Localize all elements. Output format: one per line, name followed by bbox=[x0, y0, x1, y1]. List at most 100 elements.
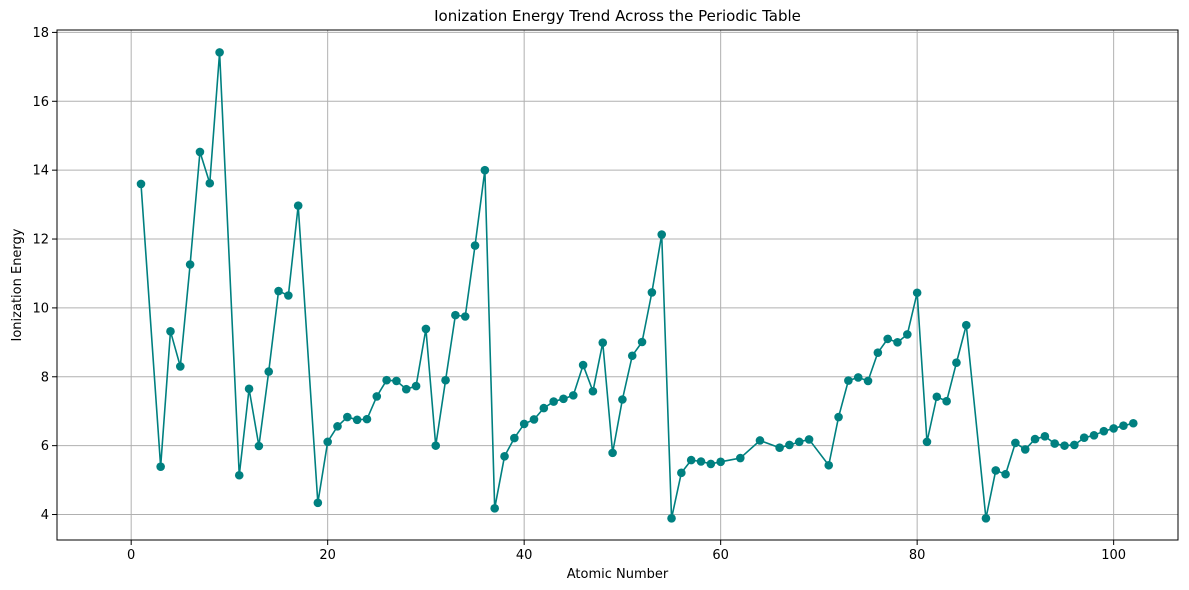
y-axis-title: Ionization Energy bbox=[10, 228, 25, 341]
x-tick-label: 100 bbox=[1101, 548, 1126, 563]
x-tick-label: 0 bbox=[127, 548, 135, 563]
y-tick-label: 12 bbox=[32, 233, 49, 248]
data-point bbox=[510, 433, 519, 443]
data-point bbox=[559, 394, 568, 404]
data-point bbox=[618, 395, 627, 404]
data-point bbox=[460, 312, 470, 321]
axis-ticks: 0 20 40 60 80 100 4 6 8 10 12 14 16 18 bbox=[32, 26, 1126, 563]
data-point bbox=[441, 375, 450, 385]
data-point bbox=[608, 448, 617, 458]
data-point bbox=[480, 165, 490, 175]
x-axis-title: Atomic Number bbox=[567, 567, 669, 582]
data-point bbox=[1020, 445, 1030, 454]
data-point bbox=[500, 452, 509, 461]
series-layer bbox=[136, 48, 1138, 523]
data-point bbox=[696, 457, 706, 466]
data-point bbox=[716, 457, 725, 467]
data-point bbox=[284, 291, 293, 300]
data-point bbox=[627, 351, 637, 361]
data-point bbox=[578, 360, 588, 370]
x-tick-label: 40 bbox=[516, 548, 533, 563]
data-point bbox=[1011, 438, 1020, 448]
data-point bbox=[519, 419, 529, 429]
data-point bbox=[1030, 434, 1040, 444]
data-point bbox=[755, 436, 765, 445]
data-point bbox=[981, 514, 991, 523]
y-tick-label: 6 bbox=[41, 439, 49, 454]
data-point bbox=[794, 437, 804, 447]
data-point bbox=[853, 373, 863, 382]
data-point bbox=[942, 396, 951, 406]
data-point bbox=[1040, 432, 1050, 441]
plot-area-frame bbox=[56, 29, 1179, 541]
data-point bbox=[1129, 418, 1138, 428]
y-tick-label: 18 bbox=[32, 26, 49, 41]
data-point bbox=[568, 391, 578, 400]
data-point bbox=[1079, 433, 1089, 443]
data-point bbox=[549, 397, 558, 406]
data-point bbox=[470, 241, 480, 250]
data-point bbox=[912, 288, 922, 298]
data-point bbox=[185, 260, 195, 269]
chart-title: Ionization Energy Trend Across the Perio… bbox=[434, 7, 801, 25]
data-point bbox=[313, 498, 323, 508]
data-point bbox=[490, 504, 499, 513]
data-point bbox=[274, 286, 283, 296]
grid-lines bbox=[57, 30, 1178, 540]
data-point bbox=[952, 358, 961, 367]
data-point bbox=[637, 337, 647, 347]
data-point bbox=[156, 462, 165, 471]
data-point bbox=[411, 381, 421, 391]
data-point bbox=[677, 468, 686, 478]
data-point bbox=[804, 435, 814, 444]
data-point bbox=[539, 403, 549, 413]
x-tick-label: 80 bbox=[909, 548, 926, 563]
data-point bbox=[176, 362, 185, 371]
data-point bbox=[922, 437, 932, 447]
data-point bbox=[1070, 440, 1079, 450]
data-point bbox=[873, 348, 883, 357]
data-point bbox=[785, 440, 794, 450]
data-point bbox=[647, 288, 657, 297]
data-point bbox=[1109, 424, 1118, 433]
y-tick-label: 8 bbox=[41, 370, 49, 385]
data-point bbox=[343, 412, 352, 422]
data-point bbox=[588, 386, 598, 396]
data-point bbox=[1089, 431, 1099, 440]
data-point bbox=[1060, 441, 1069, 450]
data-point bbox=[844, 376, 853, 385]
data-point bbox=[451, 310, 460, 320]
data-point bbox=[254, 441, 264, 451]
data-point bbox=[991, 466, 1001, 475]
y-tick-label: 14 bbox=[32, 164, 49, 179]
data-point bbox=[205, 178, 215, 188]
data-point bbox=[431, 441, 441, 450]
series-line bbox=[140, 51, 1134, 520]
data-point bbox=[372, 392, 382, 401]
data-point bbox=[903, 330, 912, 339]
data-point bbox=[863, 376, 873, 386]
data-point bbox=[834, 412, 843, 422]
y-tick-label: 4 bbox=[41, 508, 49, 523]
data-point bbox=[1050, 439, 1059, 448]
data-point bbox=[421, 324, 431, 334]
data-point bbox=[1099, 426, 1109, 436]
data-point bbox=[234, 470, 244, 480]
data-point bbox=[529, 415, 539, 424]
x-tick-label: 20 bbox=[319, 548, 336, 563]
data-point bbox=[392, 376, 401, 386]
data-point bbox=[686, 455, 696, 465]
y-tick-label: 10 bbox=[32, 301, 49, 316]
data-point bbox=[323, 437, 332, 447]
data-point bbox=[824, 460, 834, 470]
data-point bbox=[293, 201, 303, 210]
data-point bbox=[215, 48, 224, 57]
data-point bbox=[706, 459, 716, 469]
data-point bbox=[598, 338, 608, 347]
data-point bbox=[333, 422, 342, 431]
data-point bbox=[1001, 469, 1010, 479]
data-point bbox=[961, 320, 971, 330]
